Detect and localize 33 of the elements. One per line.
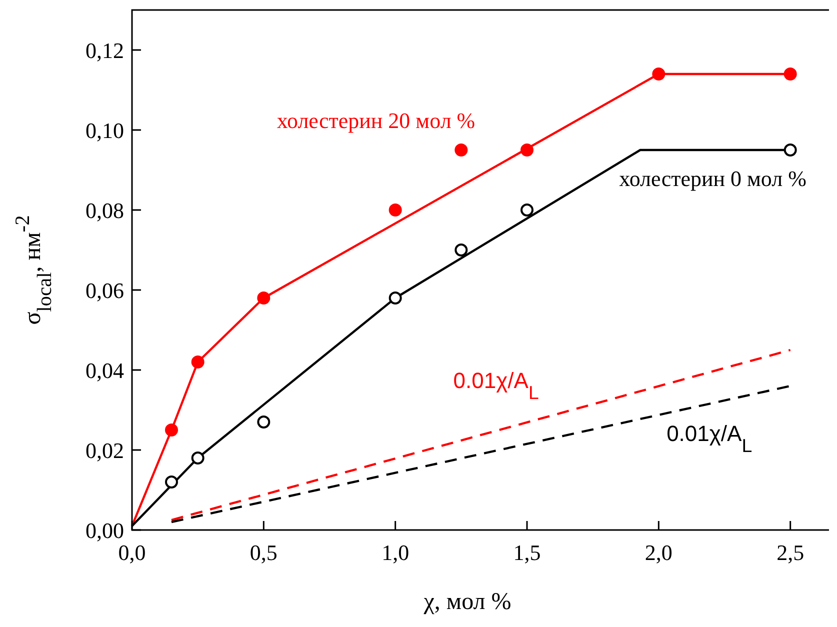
- y-tick-label: 0,08: [86, 198, 124, 223]
- series-label: 0.01χ/A$_{L}$: [666, 421, 752, 456]
- point: [454, 144, 468, 156]
- y-tick-label: 0,04: [86, 358, 124, 383]
- point: [257, 416, 270, 428]
- point: [165, 476, 178, 488]
- point: [784, 68, 797, 80]
- x-tick-label: 0,5: [250, 540, 278, 565]
- point: [388, 204, 402, 216]
- y-tick-label: 0,00: [86, 518, 124, 543]
- point: [388, 292, 402, 304]
- point: [652, 68, 666, 80]
- y-tick-label: 0,12: [86, 38, 124, 63]
- y-tick-label: 0,10: [86, 118, 124, 143]
- x-tick-label: 1,5: [513, 540, 541, 565]
- x-tick-label: 2,0: [644, 540, 672, 565]
- point: [520, 204, 534, 216]
- x-tick-label: 2,5: [776, 540, 804, 565]
- y-tick-label: 0,02: [86, 438, 124, 463]
- series-label: холестерин 0 мол %: [619, 166, 806, 191]
- point: [257, 292, 270, 304]
- x-tick-label: 0,0: [118, 540, 146, 565]
- point: [454, 244, 468, 256]
- point: [191, 452, 204, 464]
- point: [520, 144, 534, 156]
- series-label: холестерин 20 мол %: [276, 108, 476, 133]
- x-axis-title: χ, мол %: [422, 589, 512, 615]
- series-label: 0.01χ/A$_{L}$: [453, 368, 539, 402]
- point: [784, 144, 797, 156]
- x-tick-label: 1,0: [382, 540, 410, 565]
- y-tick-label: 0,06: [86, 278, 124, 303]
- point: [191, 356, 204, 368]
- point: [165, 424, 178, 436]
